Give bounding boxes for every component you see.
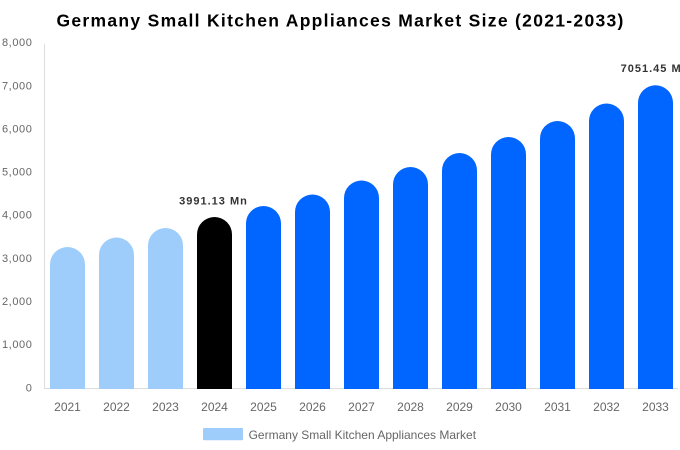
svg-text:3991.13 Mn: 3991.13 Mn (179, 196, 248, 208)
svg-text:6,000: 6,000 (2, 123, 33, 135)
svg-text:Germany Small Kitchen Applianc: Germany Small Kitchen Appliances Market (249, 428, 477, 442)
svg-text:2033: 2033 (642, 400, 669, 414)
svg-text:7,000: 7,000 (2, 80, 33, 92)
svg-text:2028: 2028 (397, 400, 424, 414)
svg-text:2030: 2030 (495, 400, 522, 414)
svg-text:2029: 2029 (446, 400, 473, 414)
svg-text:3,000: 3,000 (2, 253, 33, 265)
svg-text:2,000: 2,000 (2, 296, 33, 308)
svg-text:2024: 2024 (201, 400, 228, 414)
svg-text:Germany Small Kitchen Applianc: Germany Small Kitchen Appliances Market … (56, 11, 624, 31)
svg-text:4,000: 4,000 (2, 210, 33, 222)
svg-text:2021: 2021 (54, 400, 81, 414)
svg-text:7051.45 Mn: 7051.45 Mn (621, 63, 680, 75)
svg-text:2022: 2022 (103, 400, 130, 414)
svg-text:5,000: 5,000 (2, 167, 33, 179)
svg-text:2031: 2031 (544, 400, 571, 414)
svg-text:2025: 2025 (250, 400, 277, 414)
svg-text:2032: 2032 (593, 400, 620, 414)
svg-text:0: 0 (26, 382, 33, 394)
svg-text:2027: 2027 (348, 400, 375, 414)
svg-text:2023: 2023 (152, 400, 179, 414)
svg-text:2026: 2026 (299, 400, 326, 414)
svg-text:1,000: 1,000 (2, 339, 33, 351)
svg-text:8,000: 8,000 (2, 37, 33, 49)
